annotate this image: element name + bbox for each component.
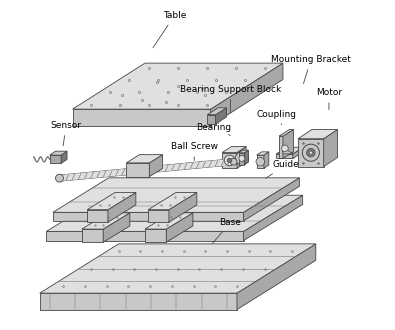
Circle shape xyxy=(282,145,288,152)
Polygon shape xyxy=(166,213,193,242)
Polygon shape xyxy=(324,129,337,167)
Circle shape xyxy=(224,155,235,166)
Polygon shape xyxy=(145,213,193,229)
Polygon shape xyxy=(239,150,248,153)
Polygon shape xyxy=(50,155,61,163)
Polygon shape xyxy=(264,152,269,168)
Polygon shape xyxy=(243,195,303,241)
Polygon shape xyxy=(169,192,197,222)
Polygon shape xyxy=(216,108,226,124)
Polygon shape xyxy=(126,155,162,163)
Polygon shape xyxy=(279,136,283,158)
Text: Bearing Support Block: Bearing Support Block xyxy=(180,85,281,113)
Polygon shape xyxy=(283,147,293,154)
Text: Motor: Motor xyxy=(316,88,342,110)
Polygon shape xyxy=(73,63,283,109)
Polygon shape xyxy=(293,147,303,158)
Polygon shape xyxy=(46,231,243,241)
Polygon shape xyxy=(53,212,243,221)
Circle shape xyxy=(56,174,64,182)
Polygon shape xyxy=(222,152,237,168)
Polygon shape xyxy=(245,150,248,165)
Text: Guide: Guide xyxy=(265,160,299,178)
Polygon shape xyxy=(279,129,293,136)
Text: Ball Screw: Ball Screw xyxy=(171,143,218,161)
Polygon shape xyxy=(257,152,269,155)
Polygon shape xyxy=(46,195,303,231)
Text: Coupling: Coupling xyxy=(256,110,296,125)
Polygon shape xyxy=(298,129,337,139)
Polygon shape xyxy=(148,192,197,210)
Polygon shape xyxy=(276,147,303,154)
Polygon shape xyxy=(243,178,299,221)
Circle shape xyxy=(227,158,232,163)
Polygon shape xyxy=(126,163,149,177)
Polygon shape xyxy=(237,244,316,310)
Circle shape xyxy=(230,158,237,165)
Polygon shape xyxy=(239,153,245,165)
Polygon shape xyxy=(103,213,130,242)
Circle shape xyxy=(302,144,320,161)
Polygon shape xyxy=(73,109,211,126)
Polygon shape xyxy=(53,178,299,212)
Polygon shape xyxy=(207,115,216,124)
Polygon shape xyxy=(211,63,283,126)
Text: Mounting Bracket: Mounting Bracket xyxy=(271,55,351,83)
Polygon shape xyxy=(40,293,237,310)
Polygon shape xyxy=(298,139,324,167)
Text: Sensor: Sensor xyxy=(51,121,81,146)
Polygon shape xyxy=(149,155,162,177)
Circle shape xyxy=(256,157,265,166)
Circle shape xyxy=(235,152,248,165)
Polygon shape xyxy=(257,155,264,168)
Polygon shape xyxy=(108,192,136,222)
Text: Base: Base xyxy=(213,218,241,244)
Polygon shape xyxy=(40,244,316,293)
Circle shape xyxy=(309,151,312,154)
Polygon shape xyxy=(148,210,169,222)
Polygon shape xyxy=(237,147,246,168)
Polygon shape xyxy=(87,192,136,210)
Text: Table: Table xyxy=(153,11,186,48)
Polygon shape xyxy=(222,147,246,152)
Polygon shape xyxy=(50,151,67,155)
Polygon shape xyxy=(283,129,293,158)
Text: Bearing: Bearing xyxy=(196,123,231,135)
Circle shape xyxy=(239,155,245,161)
Polygon shape xyxy=(145,229,166,242)
Circle shape xyxy=(307,148,315,157)
Polygon shape xyxy=(207,108,226,115)
Polygon shape xyxy=(82,213,130,229)
Polygon shape xyxy=(87,210,108,222)
Polygon shape xyxy=(61,151,67,163)
Polygon shape xyxy=(276,154,293,158)
Polygon shape xyxy=(82,229,103,242)
